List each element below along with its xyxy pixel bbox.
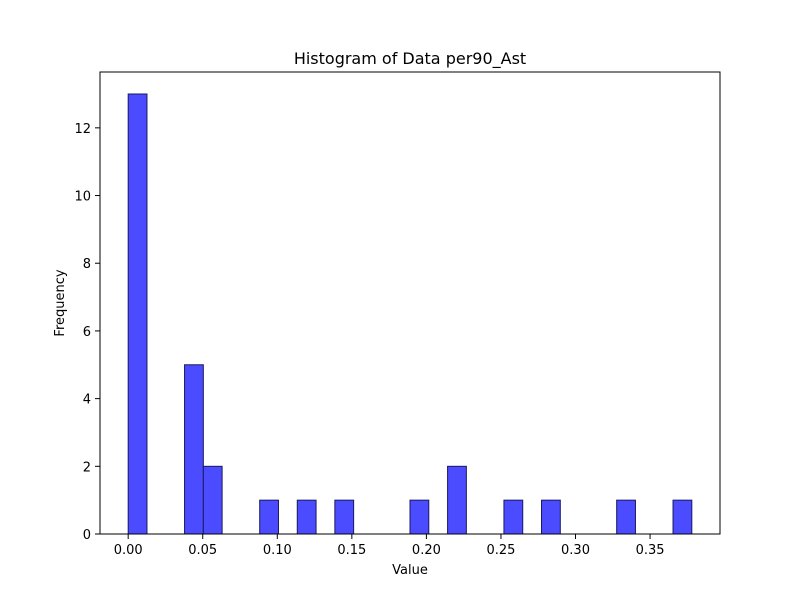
histogram-bar-3 [259, 499, 279, 535]
histogram-bar-8 [503, 499, 524, 535]
x-tick-label: 0.25 [486, 543, 515, 558]
y-axis-ticks: 0 2 4 6 8 10 12 [74, 122, 100, 543]
y-tick-label: 4 [83, 393, 91, 408]
x-tick-label: 0.15 [337, 543, 366, 558]
x-axis-label: Value [392, 563, 428, 578]
plot-frame [99, 71, 721, 535]
histogram-bar-6 [409, 499, 430, 535]
histogram-bar-9 [541, 499, 561, 535]
histogram-bar-4 [296, 499, 317, 535]
y-tick-label: 8 [83, 257, 91, 272]
x-tick-label: 0.30 [561, 543, 590, 558]
y-tick-label: 2 [83, 460, 91, 475]
histogram-bar-1 [184, 364, 204, 535]
x-tick-label: 0.35 [636, 543, 665, 558]
x-axis-ticks: 0.00 0.05 0.10 0.15 0.20 0.25 0.30 0.35 [114, 534, 665, 558]
histogram-bar-7 [447, 465, 467, 535]
y-tick-label: 0 [83, 528, 91, 543]
y-tick-label: 6 [83, 325, 91, 340]
bars-group [127, 93, 693, 535]
histogram-bar-2 [202, 465, 223, 535]
x-tick-label: 0.00 [114, 543, 143, 558]
histogram-bar-0 [127, 93, 148, 535]
y-tick-label: 12 [74, 122, 91, 137]
histogram-bar-11 [672, 499, 693, 535]
y-axis-label: Frequency [53, 269, 68, 336]
histogram-bar-10 [616, 499, 636, 535]
x-tick-label: 0.20 [412, 543, 441, 558]
chart-title: Histogram of Data per90_Ast [294, 49, 526, 69]
histogram-bar-5 [334, 499, 355, 535]
x-tick-label: 0.05 [188, 543, 217, 558]
x-tick-label: 0.10 [263, 543, 292, 558]
y-tick-label: 10 [74, 190, 91, 205]
